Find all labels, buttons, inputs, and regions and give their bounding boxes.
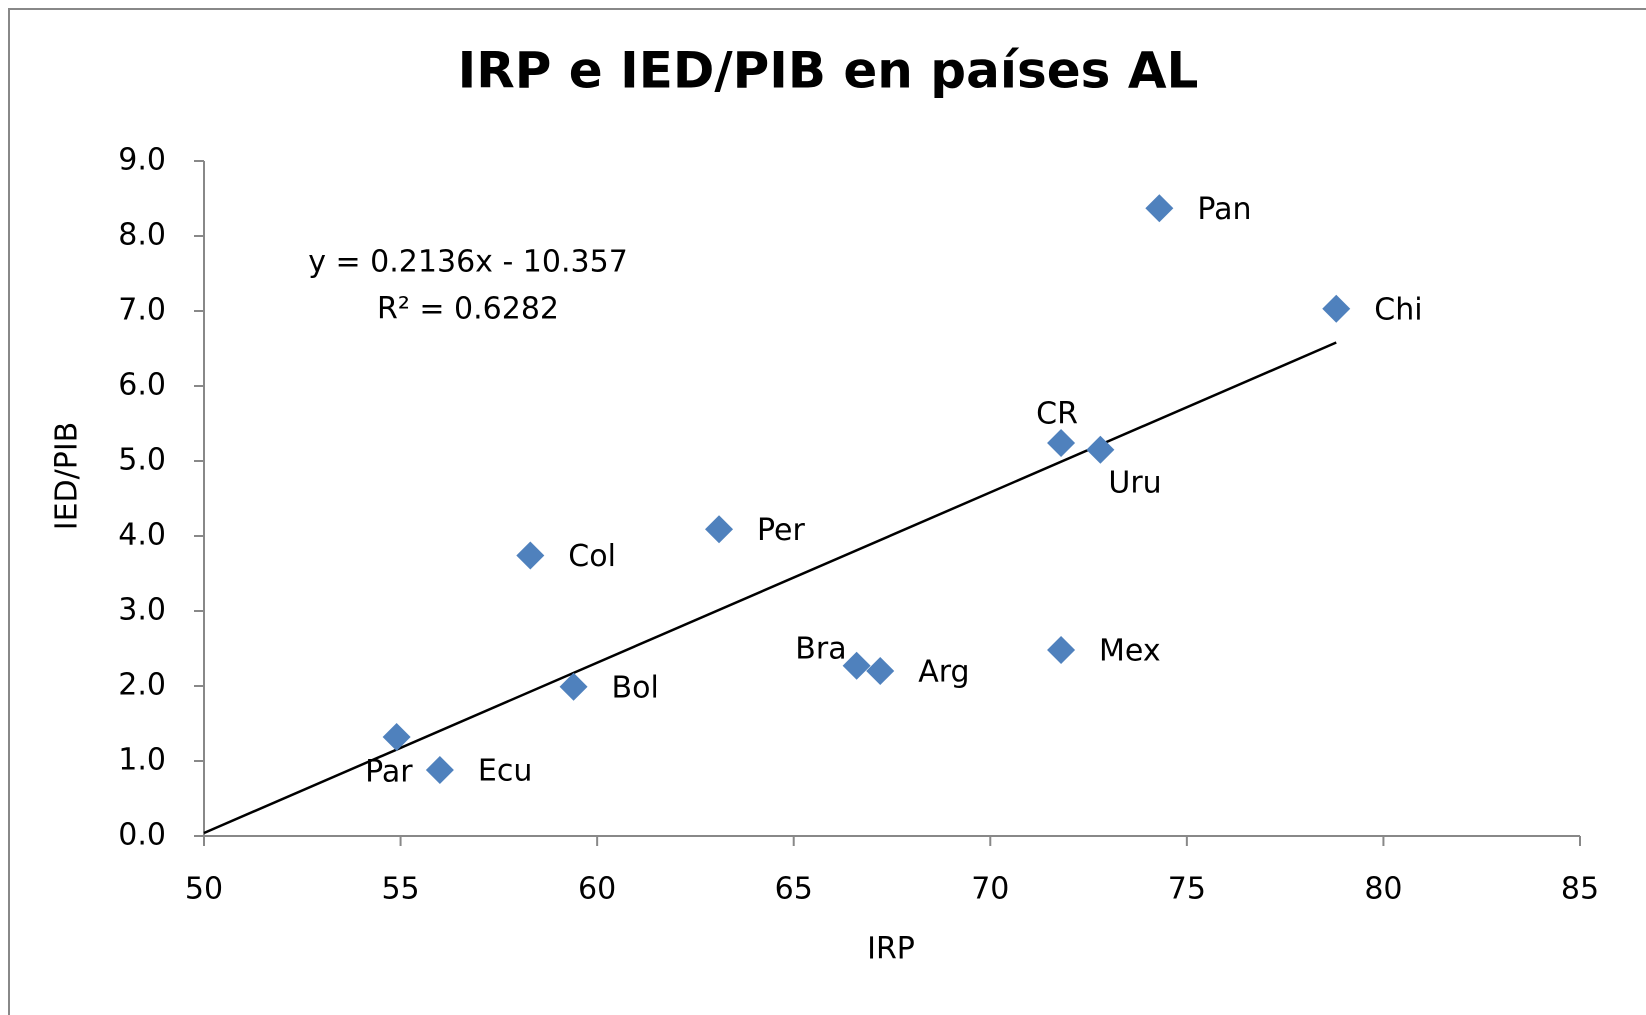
point-label: Arg [918, 655, 969, 690]
data-point [1086, 435, 1115, 464]
x-tick-label: 65 [775, 872, 813, 907]
point-label: Bra [795, 631, 846, 666]
chart-title: IRP e IED/PIB en países AL [458, 42, 1199, 100]
y-tick-label: 5.0 [118, 443, 166, 478]
y-tick-label: 9.0 [118, 143, 166, 178]
chart-frame [8, 8, 1646, 1015]
y-tick-label: 2.0 [118, 668, 166, 703]
trendline [203, 341, 1337, 835]
y-tick-label: 8.0 [118, 218, 166, 253]
y-axis-label: IED/PIB [50, 422, 85, 531]
y-tick-label: 0.0 [118, 818, 166, 853]
point-label: Pan [1197, 192, 1251, 227]
data-point [1047, 429, 1076, 457]
x-tick-label: 50 [185, 872, 223, 907]
y-tick-label: 7.0 [118, 293, 166, 328]
trend-r2: R² = 0.6282 [377, 292, 559, 327]
data-point [1145, 194, 1174, 223]
data-point [516, 541, 545, 570]
point-label: Chi [1374, 292, 1422, 327]
data-point [382, 723, 411, 751]
point-label: Per [757, 513, 805, 548]
point-label: Bol [612, 670, 659, 705]
point-label: Mex [1099, 634, 1161, 669]
point-label: Col [568, 539, 616, 574]
x-tick-label: 80 [1364, 872, 1402, 907]
data-point [866, 657, 895, 685]
data-point [1047, 636, 1076, 664]
y-tick-label: 4.0 [118, 518, 166, 553]
x-tick-label: 75 [1168, 872, 1206, 907]
x-tick-label: 85 [1561, 872, 1599, 907]
data-point [705, 515, 734, 544]
x-tick-label: 55 [381, 872, 419, 907]
point-label: CR [1036, 397, 1078, 432]
x-axis-label: IRP [867, 932, 915, 967]
point-label: Par [365, 755, 413, 790]
y-tick-label: 1.0 [118, 743, 166, 778]
trend-equation: y = 0.2136x - 10.357 [308, 245, 628, 280]
y-tick-label: 3.0 [118, 593, 166, 628]
data-point [842, 651, 871, 680]
data-point [425, 756, 454, 784]
x-tick-label: 70 [971, 872, 1009, 907]
data-point [1322, 294, 1351, 323]
x-tick-label: 60 [578, 872, 616, 907]
point-label: Uru [1108, 465, 1161, 500]
y-tick-label: 6.0 [118, 368, 166, 403]
point-label: Ecu [478, 754, 532, 789]
data-point [559, 672, 588, 701]
